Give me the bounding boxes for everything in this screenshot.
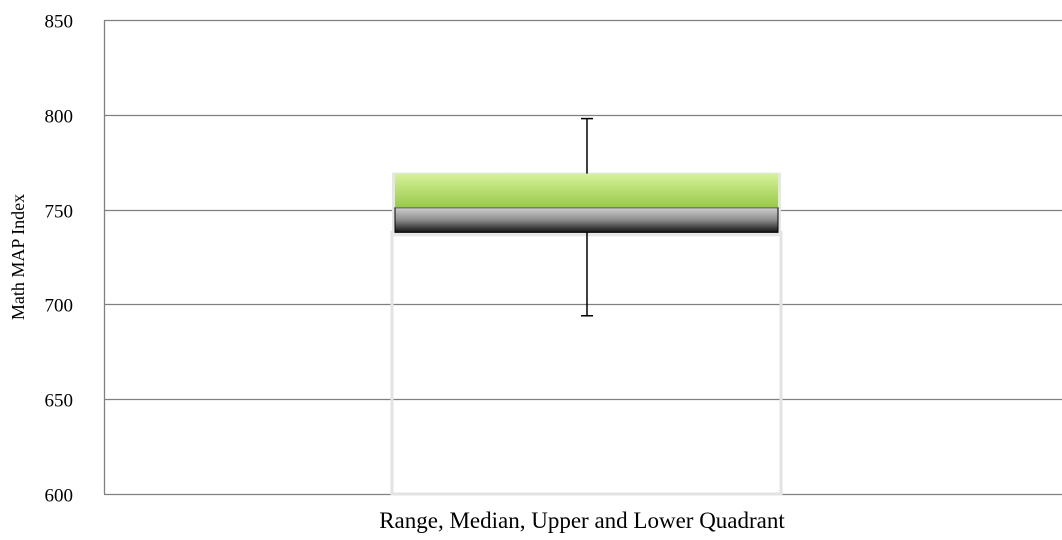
y-tick-label: 850 [45,12,74,33]
y-tick-label: 700 [45,296,74,317]
y-tick-label: 750 [45,202,74,223]
box-plot [390,117,783,496]
upper-box [395,173,778,208]
lower-box [394,207,779,233]
y-tick-label: 600 [45,486,74,507]
gridlines [103,19,1062,496]
y-axis-title: Math MAP Index [8,194,28,320]
x-axis-title: Range, Median, Upper and Lower Quadrant [379,508,785,533]
y-axis-tick-labels: 600 650 700 750 800 850 [45,12,74,507]
y-tick-label: 800 [45,107,74,128]
y-tick-label: 650 [45,391,74,412]
